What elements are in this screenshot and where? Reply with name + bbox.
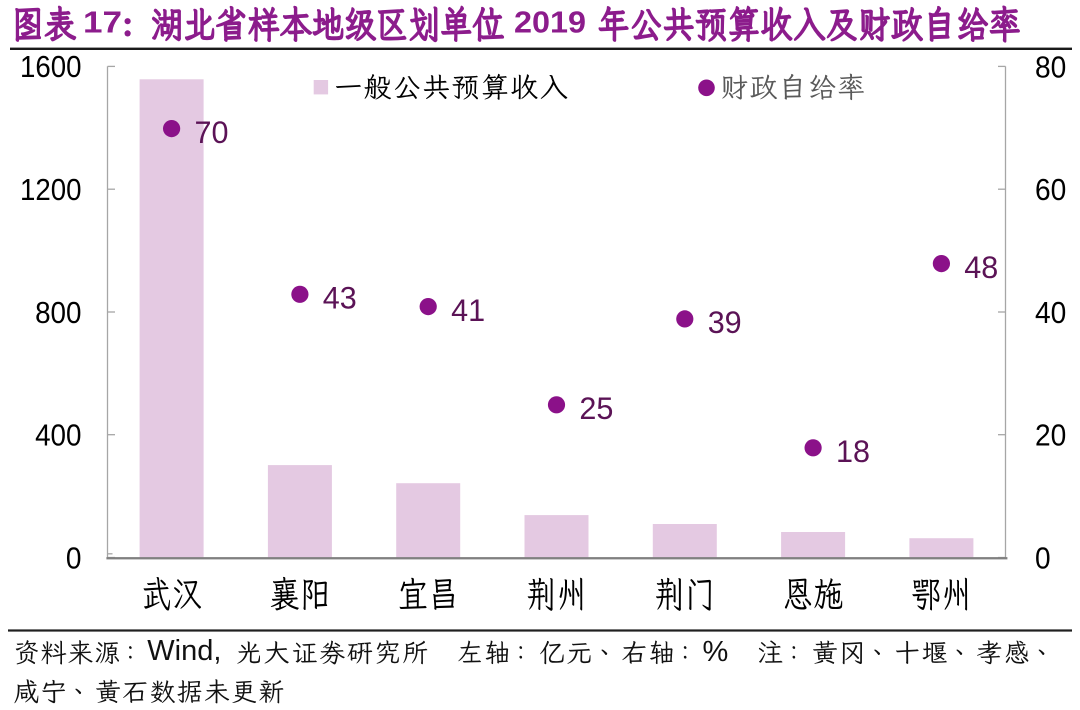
svg-text:18: 18: [836, 433, 870, 469]
svg-text:800: 800: [35, 295, 81, 330]
svg-text:43: 43: [323, 280, 357, 316]
svg-text:0: 0: [1035, 541, 1051, 576]
svg-text:20: 20: [1035, 418, 1066, 453]
svg-text:Wind,: Wind,: [147, 635, 221, 667]
svg-text:60: 60: [1035, 172, 1066, 207]
svg-text:0: 0: [66, 540, 82, 575]
svg-text:40: 40: [1035, 295, 1066, 330]
svg-text:48: 48: [964, 249, 998, 285]
svg-text:400: 400: [35, 418, 81, 453]
svg-text:39: 39: [708, 304, 742, 340]
svg-text:70: 70: [195, 114, 229, 150]
svg-text:2019: 2019: [514, 5, 586, 39]
svg-text:1200: 1200: [20, 172, 82, 207]
svg-text:25: 25: [579, 390, 613, 426]
svg-text:1600: 1600: [20, 49, 82, 84]
svg-text:%: %: [703, 636, 729, 668]
svg-text:80: 80: [1035, 49, 1066, 84]
svg-text:41: 41: [451, 292, 485, 328]
svg-text:17: 17: [83, 5, 122, 39]
